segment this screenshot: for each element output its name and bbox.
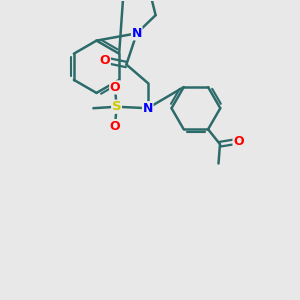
Text: N: N	[142, 102, 153, 115]
Text: O: O	[110, 120, 120, 133]
Text: O: O	[233, 135, 244, 148]
Text: O: O	[110, 81, 120, 94]
Text: N: N	[132, 27, 142, 40]
Text: O: O	[100, 54, 110, 67]
Text: S: S	[112, 100, 122, 113]
